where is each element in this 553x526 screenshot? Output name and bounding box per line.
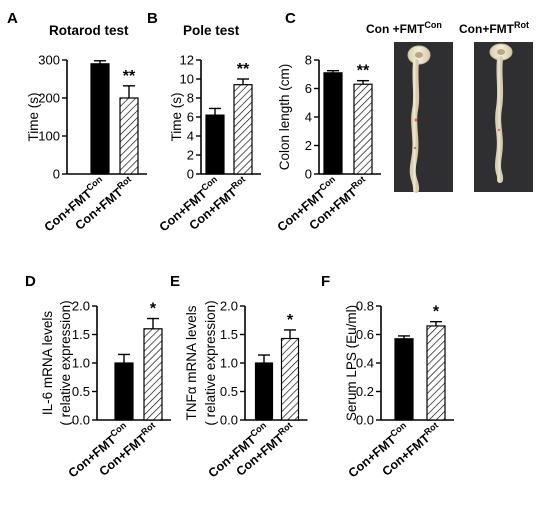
y-tick-label: 10 [180, 72, 194, 87]
y-tick-label: 4 [305, 110, 312, 125]
x-category-label-superscript: Con [317, 174, 337, 193]
y-tick-label: 1.0 [220, 356, 238, 371]
x-category-label-superscript: Con [388, 420, 408, 439]
y-tick-label: 0.6 [356, 327, 374, 342]
x-category-label-superscript: Con [84, 174, 104, 193]
bar-control [394, 338, 414, 421]
y-tick-label: 0.4 [356, 356, 374, 371]
x-category-label-superscript: Con [248, 420, 268, 439]
y-axis-label-secondary: ( relative expression) [203, 300, 218, 425]
y-tick-label: 200 [38, 91, 60, 106]
y-tick-label: 0 [187, 167, 194, 182]
panel-letter-a: A [7, 10, 18, 27]
significance-marker: * [433, 304, 440, 321]
bar-control [323, 72, 343, 175]
bar-treatment [119, 97, 139, 175]
y-axis-label-secondary: ( relative expression) [58, 300, 73, 425]
y-tick-label: 6 [305, 81, 312, 96]
y-axis-label: Time (s) [169, 93, 184, 142]
significance-marker: ** [357, 63, 370, 80]
chart-d: 0.0 0.5 1.0 1.5 2.0 IL-6 mRNA levels( relativ… [40, 299, 171, 480]
chart-title-a: Rotarod test [49, 23, 129, 38]
y-tick-label: 0.5 [220, 384, 238, 399]
significance-marker: * [150, 301, 157, 318]
y-axis-label: IL-6 mRNA levels [40, 311, 55, 416]
bar-control [205, 114, 225, 175]
y-tick-label: 2 [305, 138, 312, 153]
panel-letter-e: E [170, 273, 180, 290]
y-axis-label: Serum LPS (Eu/ml) [344, 305, 359, 421]
chart-e: 0.0 0.5 1.0 1.5 2.0 TNFα mRNA levels ( relativ… [184, 299, 308, 480]
y-tick-label: 2.0 [220, 299, 238, 314]
y-tick-label: 0 [53, 167, 60, 182]
bar-treatment [233, 84, 253, 175]
bar-treatment [280, 337, 300, 421]
significance-marker: * [287, 312, 294, 329]
colon-photo-right [474, 42, 533, 192]
y-tick-label: 100 [38, 129, 60, 144]
y-tick-label: 1.0 [72, 356, 90, 371]
panel-letter-b: B [147, 10, 158, 27]
y-tick-label: 0 [305, 167, 312, 182]
bar-treatment [143, 328, 163, 421]
bar-treatment [426, 325, 446, 421]
significance-marker: ** [123, 68, 136, 85]
bar-control [254, 362, 274, 421]
photo-header-left: Con +FMTCon [366, 20, 442, 36]
y-axis-label: Colon length (cm) [277, 64, 292, 171]
y-axis-label: TNFα mRNA levels [184, 305, 199, 420]
y-tick-label: 0.0 [356, 413, 374, 428]
x-category-label-superscript: Con [108, 420, 128, 439]
bar-treatment [353, 83, 373, 175]
panel-letter-d: D [25, 273, 36, 290]
y-tick-label: 8 [305, 53, 312, 68]
bar-control [90, 63, 110, 175]
y-tick-label: 0.8 [356, 299, 374, 314]
x-category-label-superscript: Con [199, 174, 219, 193]
y-tick-label: 12 [180, 53, 194, 68]
photo-header-right: Con+FMTRot [459, 20, 529, 36]
y-tick-label: 300 [38, 53, 60, 68]
y-axis-label: Time (s) [26, 93, 41, 142]
y-tick-label: 1.5 [220, 327, 238, 342]
chart-title-b: Pole test [183, 23, 240, 38]
y-tick-label: 1.5 [72, 327, 90, 342]
bar-control [114, 362, 134, 421]
y-tick-label: 4 [187, 129, 194, 144]
y-tick-label: 0.0 [220, 413, 238, 428]
y-tick-label: 6 [187, 110, 194, 125]
y-tick-label: 2 [187, 148, 194, 163]
panel-letter-c: C [285, 10, 296, 27]
y-tick-label: 0.0 [72, 413, 90, 428]
significance-marker: ** [237, 61, 250, 78]
y-tick-label: 2.0 [72, 299, 90, 314]
y-tick-label: 8 [187, 91, 194, 106]
y-tick-label: 0.5 [72, 384, 90, 399]
colon-photo-left [394, 42, 453, 193]
panel-letter-f: F [321, 273, 330, 290]
y-tick-label: 0.2 [356, 384, 374, 399]
